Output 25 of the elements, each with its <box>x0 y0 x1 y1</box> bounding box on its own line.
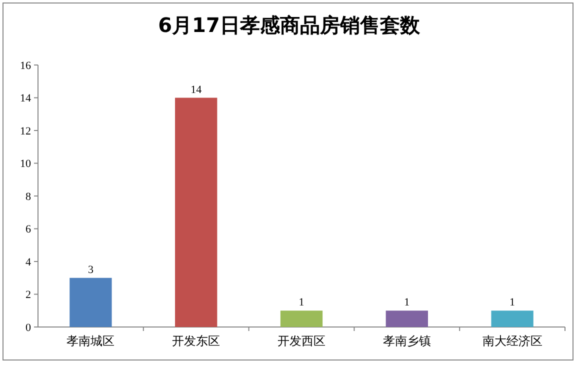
y-tick-label: 12 <box>20 125 31 138</box>
y-tick-label: 4 <box>26 256 32 268</box>
data-label: 1 <box>510 296 516 309</box>
y-tick-label: 14 <box>20 92 32 105</box>
data-label: 14 <box>190 84 202 96</box>
bar <box>491 310 534 327</box>
y-tick-label: 0 <box>26 322 32 334</box>
y-tick-label: 8 <box>26 190 32 203</box>
data-label: 3 <box>88 264 94 276</box>
y-tick-label: 16 <box>20 60 32 72</box>
x-tick-label: 孝南乡镇 <box>382 334 431 348</box>
bar <box>386 310 428 327</box>
chart-title: 6月17日孝感商品房销售套数 <box>158 13 421 37</box>
x-tick-label: 孝南城区 <box>66 334 115 348</box>
x-tick-label: 开发东区 <box>172 334 220 348</box>
bar <box>280 310 323 327</box>
bar <box>70 278 112 327</box>
data-label: 1 <box>404 296 410 309</box>
y-tick-label: 6 <box>26 224 32 236</box>
data-label: 1 <box>298 296 304 309</box>
bar <box>175 98 218 327</box>
y-tick-label: 10 <box>20 158 32 170</box>
x-tick-label: 南大经济区 <box>482 334 542 348</box>
y-tick-label: 2 <box>26 289 31 302</box>
x-tick-label: 开发西区 <box>278 334 326 348</box>
